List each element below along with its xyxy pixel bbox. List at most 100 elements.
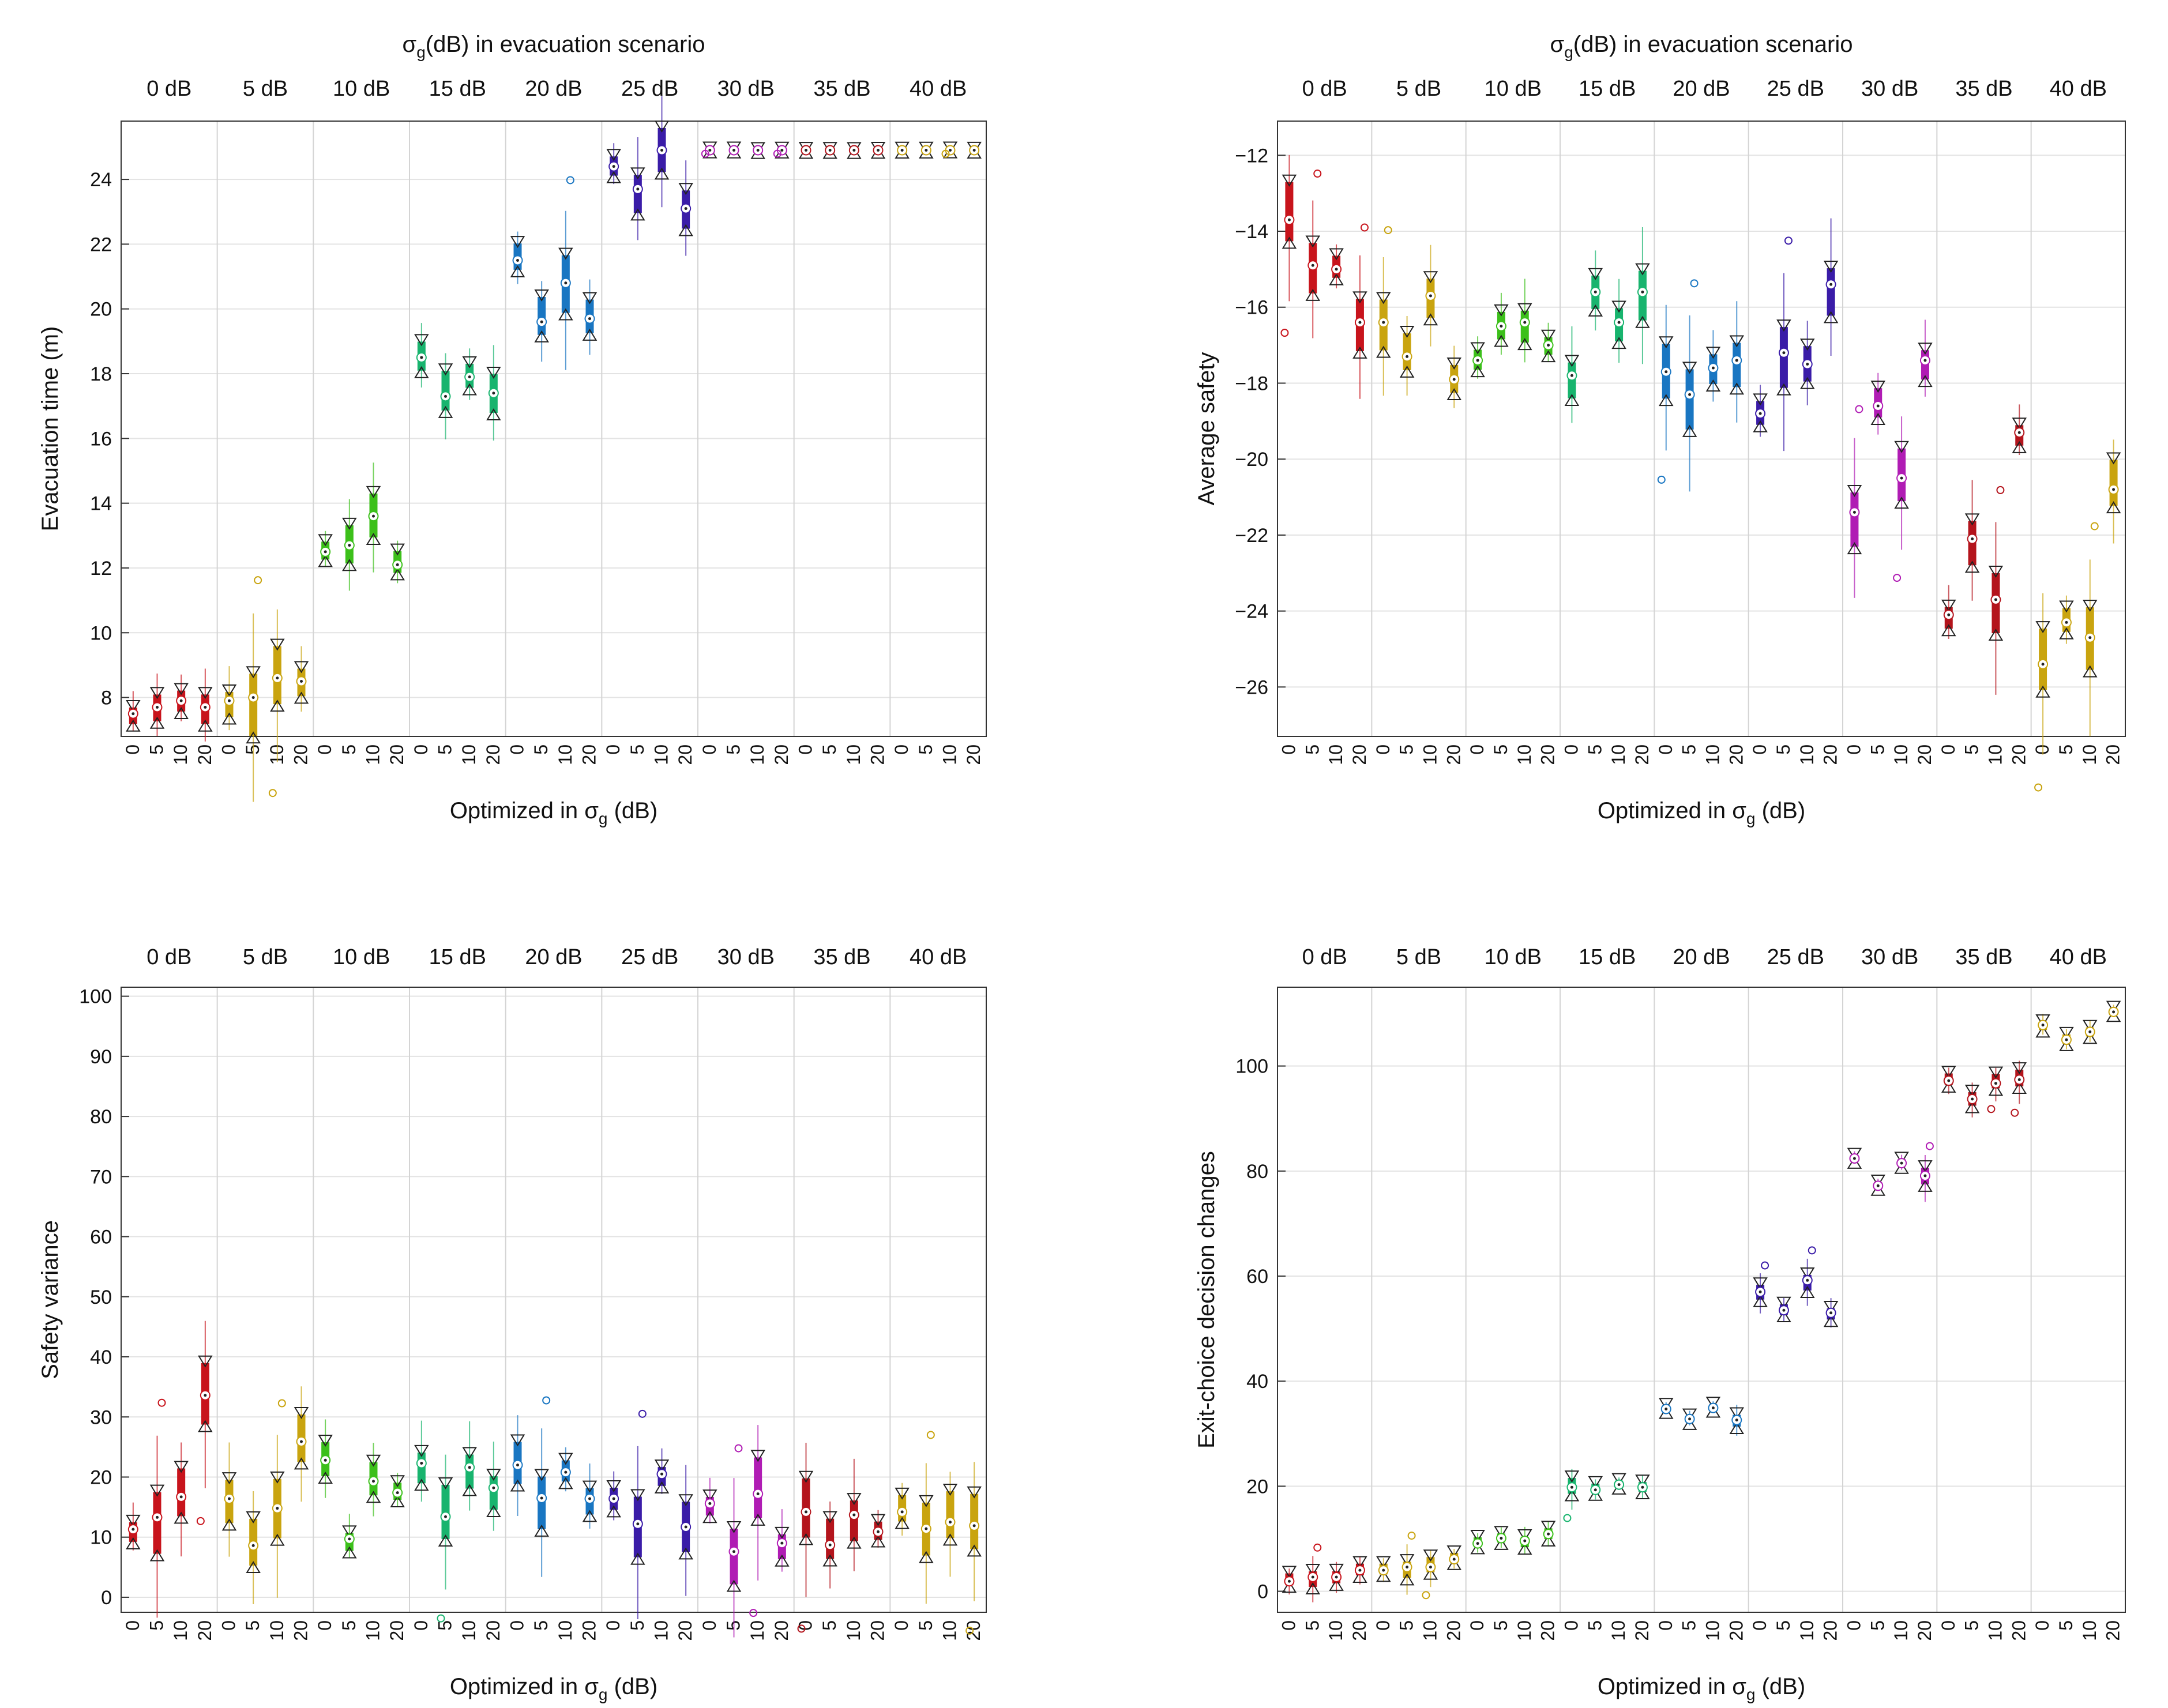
notch-down-marker [2059, 600, 2074, 613]
notch-up-marker [390, 1495, 405, 1507]
notch-up-marker [1729, 382, 1745, 395]
x-tick-label: 0 [122, 1620, 143, 1631]
x-tick-label: 0 [1467, 744, 1487, 755]
x-axis-label: Optimized in σg (dB) [1598, 1674, 1805, 1703]
y-tick-label: −16 [1235, 297, 1268, 319]
x-tick-label: 10 [2079, 744, 2100, 765]
y-axis-label: Evacuation time (m) [37, 326, 63, 532]
x-tick-label: 0 [1278, 744, 1299, 755]
notch-down-marker [1964, 513, 1980, 526]
outlier-point [1313, 170, 1322, 178]
notch-down-marker [1423, 271, 1438, 284]
y-tick-label: 60 [1246, 1266, 1268, 1288]
outlier-point [196, 1517, 205, 1525]
x-tick-label: 5 [723, 744, 744, 755]
notch-up-marker [1282, 1581, 1297, 1593]
x-tick-label: 0 [219, 1620, 239, 1631]
outlier-point [638, 1409, 647, 1418]
median-dot [1971, 1097, 1974, 1101]
notch-down-marker [1918, 1160, 1933, 1172]
notch-up-marker [462, 383, 477, 396]
x-tick-label: 5 [435, 744, 456, 755]
box [2109, 460, 2118, 506]
notch-up-marker [149, 716, 165, 729]
notch-up-marker [1847, 1156, 1862, 1169]
outlier-point [1657, 475, 1666, 484]
notch-up-marker [1635, 1487, 1650, 1499]
notch-down-marker [1329, 1563, 1344, 1576]
median-dot [1806, 363, 1809, 366]
median-dot [1853, 1157, 1856, 1160]
x-tick-label: 5 [1773, 744, 1794, 755]
x-tick-label: 20 [675, 744, 696, 765]
notch-up-marker [1753, 420, 1768, 432]
notch-up-marker [149, 1549, 165, 1562]
median-dot [516, 258, 519, 262]
outlier-point [749, 1609, 758, 1617]
group-header-label: 10 dB [333, 945, 390, 969]
y-tick-label: −14 [1235, 221, 1268, 243]
notch-down-marker [1376, 292, 1391, 304]
x-tick-label: 0 [1749, 744, 1770, 755]
median-dot [1782, 351, 1786, 355]
notch-down-marker [1988, 566, 2004, 578]
outlier-point [1761, 1261, 1769, 1270]
box [754, 1457, 762, 1518]
median-dot [1358, 1568, 1362, 1572]
x-tick-label: 5 [435, 1620, 456, 1631]
group-header-label: 35 dB [1955, 945, 2012, 969]
notch-up-marker [895, 1517, 910, 1529]
x-tick-label: 20 [291, 744, 311, 765]
notch-down-marker [1540, 1521, 1556, 1533]
notch-up-marker [654, 167, 670, 180]
notch-down-marker [2012, 417, 2027, 430]
x-tick-label: 20 [2103, 744, 2124, 765]
median-dot [228, 1497, 231, 1500]
x-tick-label: 0 [1938, 1620, 1959, 1631]
y-tick-label: 30 [90, 1406, 112, 1428]
notch-up-marker [702, 1511, 717, 1523]
x-tick-label: 20 [963, 744, 984, 765]
notch-up-marker [1399, 1573, 1415, 1586]
y-tick-label: −26 [1235, 676, 1268, 698]
notch-down-marker [270, 1471, 285, 1484]
y-tick-label: −24 [1235, 601, 1268, 623]
y-tick-label: 24 [90, 169, 112, 191]
x-tick-label: 0 [795, 744, 816, 755]
group-header-label: 10 dB [1485, 77, 1542, 101]
y-tick-label: 10 [90, 1527, 112, 1549]
median-dot [492, 1486, 495, 1489]
notch-down-marker [318, 1435, 333, 1447]
x-tick-label: 5 [915, 744, 936, 755]
notch-down-marker [342, 1525, 357, 1538]
median-dot [1641, 290, 1644, 294]
x-tick-label: 20 [675, 1620, 696, 1641]
x-tick-label: 20 [1914, 744, 1935, 765]
outlier-point [1925, 1142, 1934, 1150]
notch-down-marker [510, 1434, 525, 1447]
median-dot [2065, 1038, 2068, 1041]
x-tick-label: 5 [819, 744, 840, 755]
median-dot [324, 550, 327, 554]
notch-up-marker [1611, 337, 1626, 349]
notch-up-marker [390, 568, 405, 581]
y-tick-label: 80 [90, 1106, 112, 1128]
notch-up-marker [294, 691, 309, 704]
notch-down-marker [2082, 1019, 2098, 1032]
median-dot [1382, 1568, 1385, 1572]
notch-up-marker [582, 328, 598, 341]
median-dot [1994, 1082, 1997, 1085]
median-dot [1947, 1079, 1951, 1082]
notch-up-marker [1705, 379, 1721, 392]
x-tick-label: 0 [411, 744, 431, 755]
notch-up-marker [606, 1505, 621, 1518]
median-dot [900, 1510, 904, 1514]
x-tick-label: 10 [1419, 744, 1440, 765]
notch-up-marker [654, 1481, 670, 1493]
notch-down-marker [750, 1450, 765, 1462]
x-tick-label: 10 [1985, 1620, 2005, 1641]
notch-down-marker [1682, 1408, 1697, 1421]
median-dot [684, 1525, 687, 1529]
x-axis-label: Optimized in σg (dB) [1598, 798, 1805, 827]
group-header-label: 5 dB [1396, 77, 1441, 101]
